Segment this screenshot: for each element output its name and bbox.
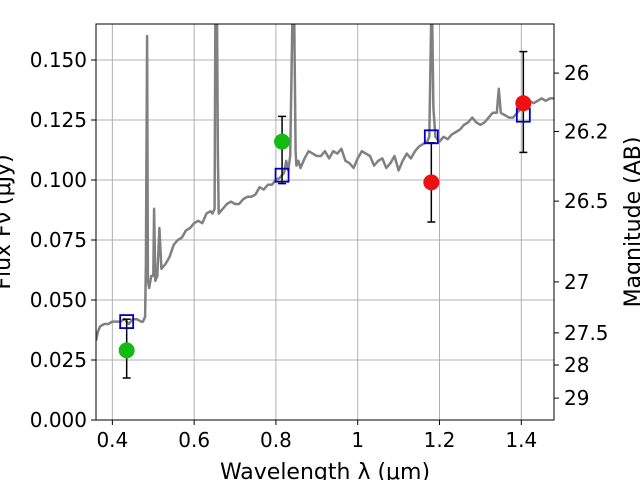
green-data-point — [118, 342, 135, 359]
y-tick-label: 0.025 — [30, 348, 87, 372]
y-tick-label: 0.125 — [30, 108, 87, 132]
plot-frame — [95, 23, 555, 421]
x-tick-label: 0.4 — [96, 428, 128, 452]
y-tick-label: 0.150 — [30, 48, 87, 72]
x-tick-label: 0.8 — [260, 428, 292, 452]
y-axis-title: Flux Fν (μJy) — [0, 154, 16, 289]
y-tick-label: 0.075 — [30, 228, 87, 252]
model-square — [423, 129, 439, 145]
right-tick-label: 27.5 — [564, 321, 609, 345]
right-tick-label: 26.5 — [564, 189, 609, 213]
spectrum-layer — [96, 24, 554, 342]
x-tick-label: 1.4 — [505, 428, 537, 452]
markers-layer — [118, 50, 532, 379]
model-square — [274, 167, 290, 183]
model-square — [119, 314, 135, 330]
x-tick-label: 0.6 — [178, 428, 210, 452]
red-data-point — [515, 95, 532, 112]
green-data-point — [274, 133, 291, 150]
x-tick-label: 1.2 — [424, 428, 456, 452]
right-tick-label: 27 — [564, 270, 589, 294]
axes-layer: 0.4 0.6 0.8 1 1.2 1.4 0.000 0.025 0.050 0.075 0.10… — [30, 48, 609, 452]
y-tick-label: 0.050 — [30, 288, 87, 312]
y-tick-label: 0.000 — [30, 408, 87, 432]
x-tick-label: 1 — [351, 428, 364, 452]
red-data-point — [423, 174, 440, 191]
y-tick-label: 0.100 — [30, 168, 87, 192]
x-axis-title: Wavelength λ (μm) — [220, 460, 430, 480]
right-tick-label: 26.2 — [564, 119, 609, 143]
right-tick-label: 28 — [564, 353, 589, 377]
spectrum-line — [96, 24, 554, 342]
right-tick-label: 26 — [564, 61, 589, 85]
right-tick-label: 29 — [564, 386, 589, 410]
grid-lines — [96, 24, 554, 421]
right-axis-title: Magnitude (AB) — [621, 137, 640, 308]
